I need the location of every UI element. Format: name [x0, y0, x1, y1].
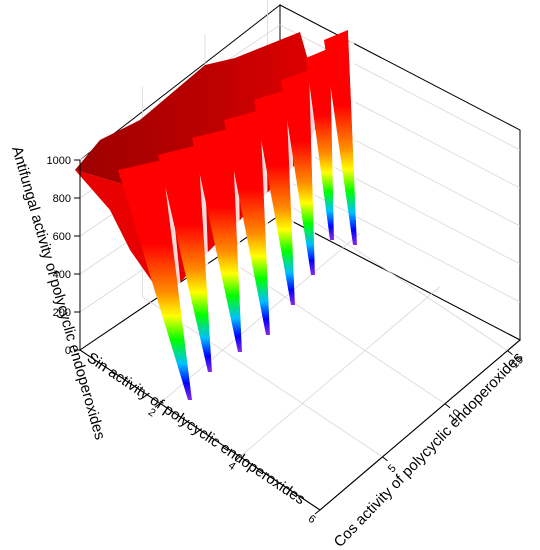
- z-tick-label: 600: [53, 231, 71, 243]
- spike: [158, 145, 212, 372]
- z-tick-label: 200: [53, 307, 71, 319]
- spike: [192, 128, 242, 352]
- y-tick-mark: [314, 509, 321, 515]
- y-tick-label: 4: [226, 459, 238, 472]
- spikes: [118, 26, 357, 400]
- x-tick-mark: [444, 403, 451, 409]
- spike-highlight: [260, 106, 270, 335]
- spike: [254, 90, 295, 305]
- wall-grid-line: [279, 176, 521, 303]
- spike-highlight: [162, 156, 192, 400]
- y-ticks: 2 4 6: [146, 402, 321, 526]
- spike: [281, 70, 315, 275]
- wall-grid-line: [279, 24, 521, 151]
- y-tick-label: 6: [306, 513, 318, 526]
- spike: [324, 30, 357, 245]
- spike-highlight: [198, 141, 212, 372]
- z-tick-label: 0: [65, 345, 71, 357]
- y-axis-line: [79, 349, 321, 511]
- y-tick-label: 2: [146, 406, 158, 419]
- x-axis-line: [319, 339, 521, 511]
- z-tick-label: 800: [53, 193, 71, 205]
- floor-grid-line: [204, 243, 446, 405]
- y-tick-mark: [154, 402, 161, 408]
- spike: [224, 110, 270, 335]
- x-tick-mark: [507, 350, 513, 356]
- front-edges: [79, 160, 521, 511]
- z-ticks: 0 200 400 600 800 1000: [47, 155, 80, 357]
- spike-highlight: [232, 124, 242, 352]
- x-tick-mark: [382, 456, 388, 462]
- spike-highlight: [309, 66, 315, 275]
- floor-grid-line: [239, 286, 441, 457]
- z-tick-label: 1000: [47, 155, 71, 167]
- z-tick-label: 400: [53, 269, 71, 281]
- plateau-top: [75, 32, 318, 195]
- spike: [118, 160, 192, 400]
- floor-grid-line: [159, 233, 361, 404]
- spike: [306, 48, 334, 240]
- spike-highlight: [348, 26, 357, 245]
- y-tick-mark: [234, 456, 241, 462]
